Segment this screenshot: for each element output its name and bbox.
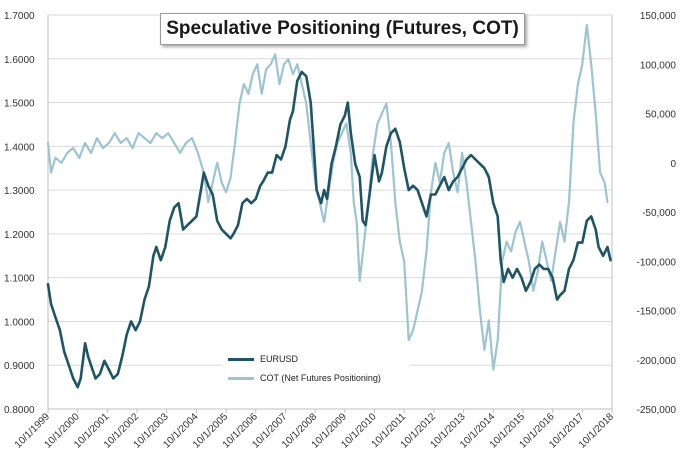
series-layer — [46, 23, 612, 389]
legend-swatch-eurusd — [228, 357, 254, 361]
left-tick-label: 1.3000 — [4, 186, 35, 197]
legend-item-eurusd: EURUSD — [228, 352, 298, 366]
right-tick-label: 50,000 — [645, 110, 676, 121]
legend-item-cot: COT (Net Futures Positioning) — [228, 371, 381, 385]
x-axis: 10/1/199910/1/200010/1/200110/1/200210/1… — [13, 409, 616, 451]
left-tick-label: 1.7000 — [4, 11, 35, 22]
left-tick-label: 1.6000 — [4, 55, 35, 66]
series-line-cot — [46, 23, 609, 371]
left-tick-label: 1.1000 — [4, 274, 35, 285]
left-tick-label: 0.8000 — [4, 405, 35, 416]
left-tick-label: 1.2000 — [4, 230, 35, 241]
legend-label-eurusd: EURUSD — [260, 354, 299, 364]
left-tick-label: 1.5000 — [4, 99, 35, 110]
legend: EURUSD COT (Net Futures Positioning) — [222, 346, 410, 390]
left-tick-label: 0.9000 — [4, 361, 35, 372]
right-axis: -250,000 -200,000 -150,000 -100,000 -50,000 0… — [637, 11, 677, 416]
right-tick-label: -50,000 — [642, 208, 676, 219]
left-tick-label: 1.0000 — [4, 317, 35, 328]
right-tick-label: 150,000 — [640, 11, 677, 22]
chart-title: Speculative Positioning (Futures, COT) — [160, 13, 525, 45]
left-tick-label: 1.4000 — [4, 142, 35, 153]
right-tick-label: 0 — [670, 159, 676, 170]
right-tick-label: -250,000 — [637, 405, 677, 416]
series-line-eurusd — [46, 70, 612, 389]
legend-swatch-cot — [228, 376, 254, 380]
left-axis: 0.8000 0.9000 1.0000 1.1000 1.2000 1.3000 1.40… — [4, 11, 35, 416]
right-tick-label: 100,000 — [640, 60, 677, 71]
right-tick-label: -100,000 — [637, 257, 677, 268]
legend-label-cot: COT (Net Futures Positioning) — [260, 373, 381, 383]
right-tick-label: -150,000 — [637, 307, 677, 318]
right-tick-label: -200,000 — [637, 356, 677, 367]
